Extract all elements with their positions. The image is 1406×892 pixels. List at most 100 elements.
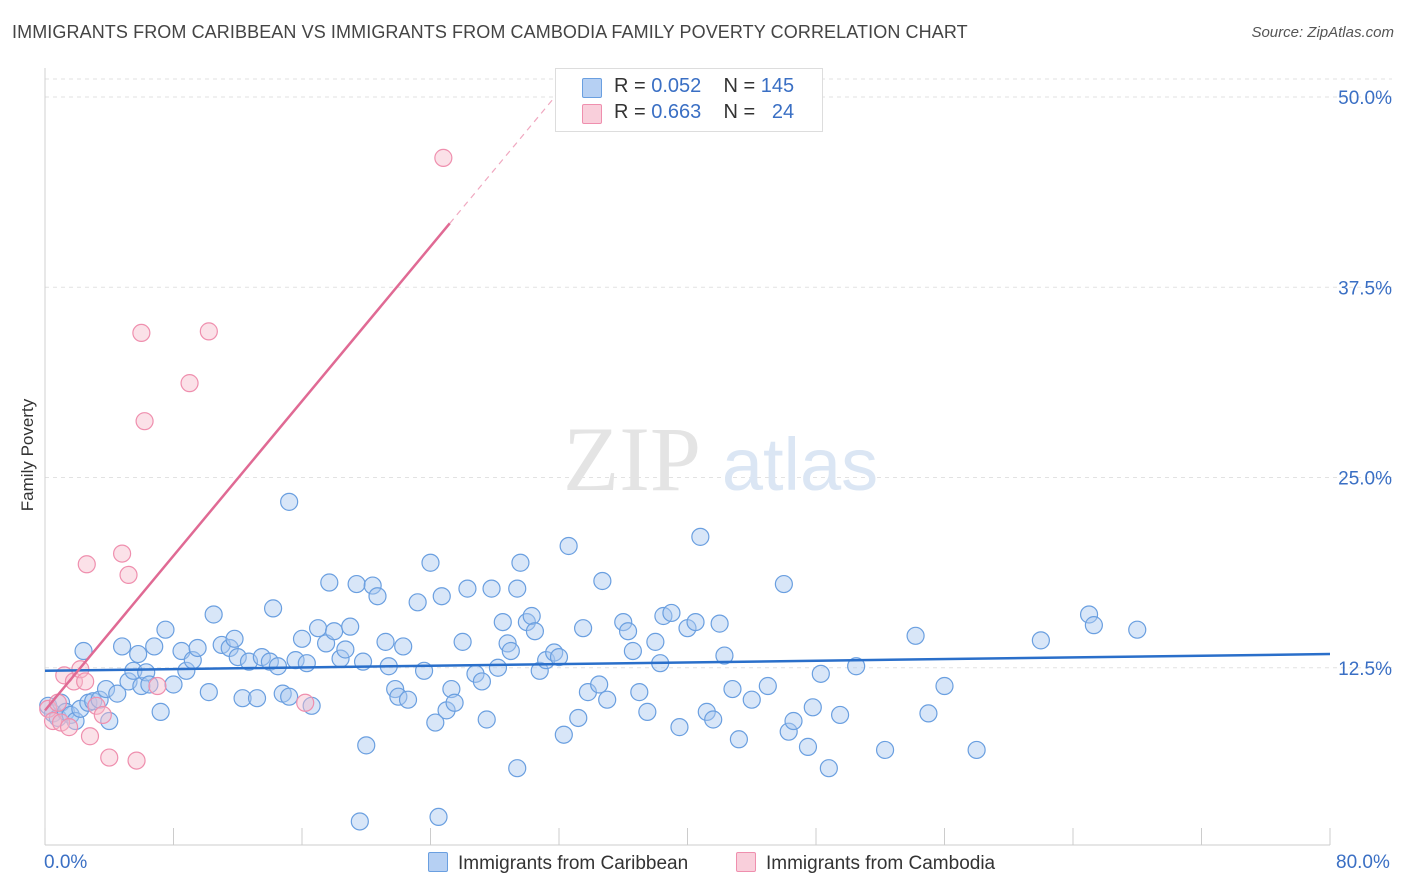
- bottom-legend-cambodia-label: Immigrants from Cambodia: [766, 853, 996, 874]
- x-tick-label-min: 0.0%: [44, 852, 88, 873]
- data-point: [525, 622, 545, 641]
- data-point: [691, 527, 710, 546]
- legend-swatch-cambodia: [582, 104, 602, 124]
- data-point: [363, 576, 382, 595]
- data-point: [368, 587, 387, 606]
- legend-n-label: N =: [723, 101, 756, 123]
- data-point: [742, 690, 761, 709]
- data-point: [830, 705, 850, 725]
- data-point: [453, 632, 472, 651]
- data-point: [488, 658, 508, 677]
- data-point: [442, 679, 461, 699]
- data-point: [188, 638, 207, 658]
- caribbean-points: [39, 492, 1147, 831]
- data-point: [225, 629, 244, 648]
- data-point: [646, 632, 665, 651]
- data-point: [798, 737, 818, 756]
- bottom-legend-caribbean-label: Immigrants from Caribbean: [458, 853, 689, 874]
- data-point: [132, 323, 151, 343]
- data-point: [233, 689, 252, 708]
- legend-r-label: R =: [614, 75, 646, 97]
- data-point: [336, 640, 355, 659]
- trend-line-cambodia: [44, 222, 451, 712]
- data-point: [554, 725, 573, 744]
- data-point: [204, 605, 223, 624]
- data-point: [618, 622, 638, 641]
- bottom-legend-cambodia: Immigrants from Cambodia: [736, 852, 995, 875]
- data-point: [108, 684, 127, 703]
- data-point: [96, 679, 116, 699]
- data-point: [530, 661, 549, 680]
- data-point: [148, 676, 167, 696]
- data-point: [569, 708, 588, 728]
- data-point: [180, 374, 199, 393]
- data-point: [59, 718, 79, 737]
- data-point: [268, 657, 288, 676]
- data-point: [177, 661, 196, 680]
- data-point: [508, 579, 527, 598]
- legend-r-value: 0.663: [651, 101, 702, 123]
- data-point: [784, 711, 803, 731]
- data-point: [135, 412, 154, 431]
- data-point: [847, 657, 866, 676]
- data-point: [228, 647, 247, 667]
- data-point: [522, 606, 541, 626]
- data-point: [119, 565, 138, 585]
- data-point: [74, 641, 93, 661]
- bottom-legend-swatch-cambodia: [736, 852, 756, 872]
- y-axis-label: Family Poverty: [18, 398, 37, 512]
- data-point: [662, 603, 681, 623]
- data-point: [477, 710, 496, 729]
- data-point: [638, 702, 657, 721]
- data-point: [758, 676, 777, 696]
- data-point: [100, 748, 119, 767]
- data-point: [511, 553, 530, 572]
- data-point: [112, 637, 132, 656]
- watermark-atlas: atlas: [722, 423, 878, 506]
- data-point: [704, 710, 723, 729]
- data-point: [729, 730, 749, 749]
- data-point: [1084, 616, 1103, 635]
- data-point: [308, 619, 328, 638]
- data-point: [819, 759, 838, 778]
- data-point: [590, 675, 609, 694]
- chart-title: IMMIGRANTS FROM CARIBBEAN VS IMMIGRANTS …: [12, 22, 968, 42]
- data-point: [320, 573, 339, 592]
- data-point: [935, 676, 954, 696]
- bottom-legend-swatch-caribbean: [428, 852, 448, 872]
- data-point: [394, 637, 413, 656]
- data-point: [341, 617, 360, 636]
- data-point: [156, 620, 175, 639]
- data-point: [803, 698, 822, 717]
- legend-r-label: R =: [614, 101, 646, 123]
- data-point: [151, 702, 170, 721]
- y-tick-label: 37.5%: [1338, 278, 1392, 299]
- data-point: [1128, 620, 1147, 639]
- data-point: [630, 683, 649, 702]
- legend-swatch-caribbean: [582, 78, 602, 98]
- data-point: [421, 553, 440, 572]
- data-point: [145, 637, 164, 656]
- data-point: [710, 614, 729, 633]
- data-point: [614, 612, 633, 632]
- data-point: [280, 687, 299, 706]
- data-point: [508, 759, 527, 778]
- legend-n-value: 24: [771, 101, 795, 123]
- data-point: [967, 740, 986, 760]
- data-point: [623, 641, 642, 661]
- data-point: [263, 599, 283, 618]
- data-point: [93, 705, 112, 725]
- data-point: [493, 612, 512, 632]
- data-point: [723, 679, 742, 699]
- x-tick-label-max: 80.0%: [1336, 852, 1390, 873]
- data-point: [199, 683, 218, 702]
- data-point: [1031, 631, 1050, 650]
- y-tick-labels: 12.5% 25.0% 37.5% 50.0%: [1338, 88, 1392, 680]
- data-point: [811, 664, 830, 683]
- data-point: [297, 654, 316, 673]
- data-point: [296, 693, 315, 712]
- data-point: [919, 704, 938, 723]
- data-point: [376, 632, 395, 651]
- data-point: [1079, 605, 1099, 624]
